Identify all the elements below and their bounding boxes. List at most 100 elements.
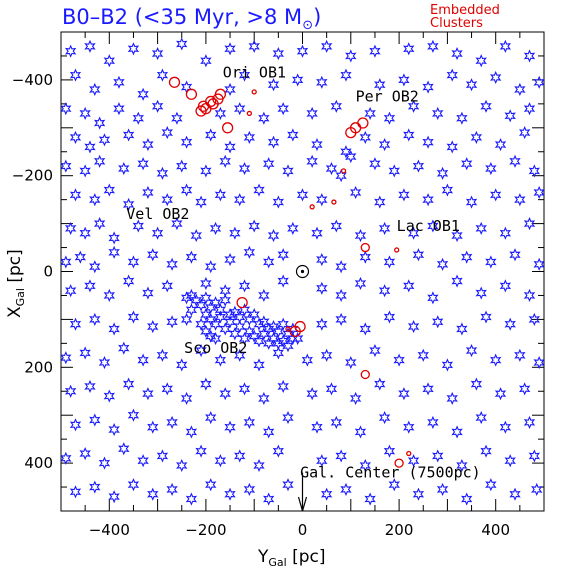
star-point bbox=[282, 339, 294, 353]
star-point bbox=[369, 44, 381, 58]
star-point bbox=[359, 322, 371, 336]
star-point bbox=[267, 135, 280, 149]
star-point bbox=[156, 68, 169, 82]
star-point bbox=[335, 288, 347, 303]
star-point bbox=[427, 415, 439, 429]
star-point bbox=[398, 188, 410, 202]
star-point bbox=[514, 193, 526, 207]
star-point bbox=[349, 185, 362, 200]
star-point bbox=[142, 185, 154, 200]
star-point bbox=[253, 458, 265, 473]
star-point bbox=[296, 44, 309, 58]
annotation-label: Vel OB2 bbox=[126, 205, 189, 223]
star-point bbox=[108, 245, 120, 259]
y-axis-label-main: X bbox=[5, 306, 25, 318]
star-point bbox=[451, 425, 463, 439]
star-point bbox=[200, 308, 212, 322]
star-point bbox=[407, 320, 420, 334]
star-point bbox=[108, 322, 120, 336]
star-point bbox=[465, 343, 478, 358]
star-point bbox=[519, 126, 531, 140]
star-point bbox=[311, 138, 323, 152]
star-point bbox=[378, 284, 391, 298]
star-series bbox=[61, 37, 544, 506]
legend-line-1: Embedded bbox=[430, 3, 500, 18]
star-point bbox=[185, 250, 198, 264]
star-point bbox=[137, 454, 149, 468]
star-point bbox=[61, 451, 72, 465]
star-point bbox=[359, 130, 371, 144]
star-point bbox=[407, 454, 420, 468]
star-point bbox=[229, 327, 241, 341]
star-point bbox=[427, 219, 439, 233]
star-point bbox=[98, 355, 111, 370]
star-point bbox=[84, 279, 96, 293]
star-point bbox=[258, 111, 270, 125]
star-point bbox=[480, 99, 492, 113]
star-point bbox=[306, 387, 318, 401]
star-point bbox=[528, 312, 541, 326]
star-point bbox=[383, 255, 396, 269]
star-point bbox=[176, 159, 188, 173]
star-point bbox=[301, 353, 314, 367]
y-axis-label-sub: Gal bbox=[14, 288, 27, 306]
star-point bbox=[528, 449, 541, 463]
star-point bbox=[205, 411, 217, 425]
star-point bbox=[330, 99, 342, 113]
star-point bbox=[407, 99, 420, 113]
y-tick-label: 400 bbox=[24, 454, 53, 472]
star-point bbox=[234, 193, 246, 207]
star-point bbox=[248, 329, 260, 343]
star-point bbox=[224, 82, 236, 97]
star-point bbox=[267, 331, 280, 346]
star-point bbox=[122, 128, 135, 142]
x-tick-label: 400 bbox=[481, 521, 510, 539]
star-point bbox=[398, 387, 410, 401]
star-point bbox=[330, 415, 342, 429]
y-tick-labels: −400 −200 0 200 400 bbox=[12, 71, 53, 472]
star-point bbox=[171, 217, 183, 231]
star-point bbox=[200, 377, 212, 391]
star-point bbox=[180, 312, 193, 326]
star-point bbox=[214, 310, 227, 324]
star-point bbox=[238, 382, 251, 396]
star-point bbox=[69, 485, 82, 499]
star-point bbox=[185, 288, 198, 303]
annotation-label: Per OB2 bbox=[356, 87, 419, 105]
star-point bbox=[325, 161, 338, 176]
star-point bbox=[224, 252, 236, 267]
star-point bbox=[147, 487, 159, 501]
star-point bbox=[272, 195, 285, 209]
star-point bbox=[64, 44, 77, 58]
cluster-point bbox=[236, 296, 248, 309]
x-axis-label-unit: [pc] bbox=[287, 547, 326, 567]
star-point bbox=[514, 82, 526, 97]
star-point bbox=[316, 252, 328, 267]
star-point bbox=[195, 298, 207, 312]
star-point bbox=[234, 102, 246, 116]
star-point bbox=[407, 226, 420, 240]
star-point bbox=[185, 492, 198, 506]
star-point bbox=[291, 73, 304, 87]
star-point bbox=[180, 291, 193, 305]
star-point bbox=[306, 154, 318, 168]
star-point bbox=[127, 310, 140, 324]
star-point bbox=[229, 305, 241, 319]
star-point bbox=[89, 312, 101, 326]
star-point bbox=[127, 255, 140, 269]
star-point bbox=[412, 248, 425, 262]
x-axis-label-sub: Gal bbox=[268, 556, 286, 569]
star-point bbox=[263, 425, 275, 439]
star-point bbox=[253, 183, 265, 197]
star-point bbox=[523, 288, 536, 303]
star-point bbox=[316, 193, 328, 207]
star-point bbox=[282, 327, 294, 341]
star-point bbox=[147, 248, 159, 262]
cluster-point bbox=[205, 95, 217, 108]
star-point bbox=[219, 322, 231, 336]
star-point bbox=[214, 106, 227, 120]
star-point bbox=[282, 411, 294, 425]
star-point bbox=[523, 217, 536, 231]
star-point bbox=[272, 346, 285, 360]
star-point bbox=[122, 197, 135, 212]
